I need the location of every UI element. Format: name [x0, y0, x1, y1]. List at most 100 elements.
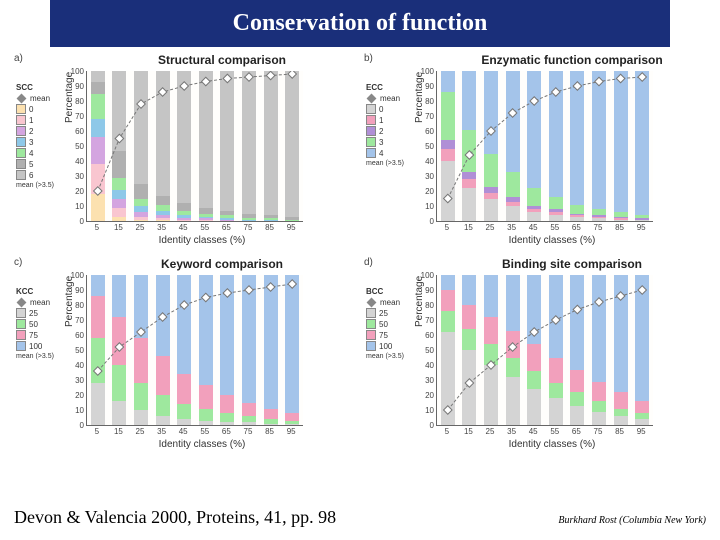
bar-segment	[156, 275, 170, 356]
stacked-bar	[264, 71, 278, 221]
y-tick: 0	[418, 421, 434, 436]
legend-row: mean	[16, 298, 66, 307]
y-tick: 90	[68, 82, 84, 97]
x-tick: 55	[544, 223, 566, 232]
legend-label: 75	[29, 331, 38, 340]
y-tick: 90	[418, 82, 434, 97]
bar-slot	[588, 71, 610, 221]
y-tick: 20	[418, 391, 434, 406]
bar-slot	[545, 275, 567, 425]
bar-segment	[112, 275, 126, 317]
bar-segment	[285, 424, 299, 426]
bar-slot	[480, 71, 502, 221]
legend: BCCmean255075100mean (>3.5)	[366, 287, 416, 360]
bar-segment	[635, 220, 649, 222]
bar-segment	[462, 179, 476, 188]
bar-segment	[484, 275, 498, 317]
bar-segment	[220, 413, 234, 422]
bar-segment	[592, 275, 606, 382]
legend-label: 4	[29, 149, 33, 158]
bar-segment	[549, 398, 563, 425]
stacked-bar	[506, 275, 520, 425]
y-ticks: 1009080706050403020100	[418, 271, 434, 425]
bars-container	[437, 71, 653, 221]
legend-label: 100	[29, 342, 42, 351]
x-ticks: 5152535455565758595	[436, 223, 652, 232]
swatch-icon	[16, 330, 26, 340]
legend-row: 2	[16, 126, 66, 136]
swatch-icon	[16, 170, 26, 180]
stacked-bar	[177, 275, 191, 425]
bar-slot	[459, 275, 481, 425]
y-tick: 40	[418, 361, 434, 376]
bar-slot	[610, 275, 632, 425]
legend: SCCmean0123456mean (>3.5)	[16, 83, 66, 189]
y-tick: 90	[68, 286, 84, 301]
chart-area	[436, 275, 653, 426]
legend-label: 2	[379, 127, 383, 136]
x-tick: 5	[86, 223, 108, 232]
bar-segment	[592, 412, 606, 426]
bar-segment	[242, 403, 256, 417]
x-ticks: 5152535455565758595	[86, 223, 302, 232]
swatch-icon	[16, 104, 26, 114]
legend-title: BCC	[366, 287, 416, 296]
x-tick: 5	[436, 427, 458, 436]
panel-title: Binding site comparison	[472, 257, 672, 271]
stacked-bar	[441, 275, 455, 425]
bar-segment	[614, 220, 628, 222]
y-tick: 50	[418, 346, 434, 361]
swatch-icon	[366, 308, 376, 318]
bar-segment	[91, 71, 105, 82]
y-tick: 100	[418, 67, 434, 82]
bar-segment	[570, 71, 584, 205]
legend-row: 6	[16, 170, 66, 180]
bar-slot	[567, 71, 589, 221]
legend: ECCmean01234mean (>3.5)	[366, 83, 416, 167]
bar-segment	[112, 217, 126, 222]
bar-slot	[130, 275, 152, 425]
bar-slot	[109, 71, 131, 221]
swatch-icon	[16, 341, 26, 351]
stacked-bar	[462, 71, 476, 221]
x-tick: 85	[609, 223, 631, 232]
y-tick: 80	[418, 301, 434, 316]
y-tick: 60	[418, 331, 434, 346]
legend-row: 50	[16, 319, 66, 329]
bar-segment	[506, 275, 520, 331]
bar-segment	[220, 422, 234, 425]
x-tick: 15	[458, 427, 480, 436]
bar-slot	[260, 71, 282, 221]
bar-segment	[112, 178, 126, 190]
legend-row: mean	[366, 298, 416, 307]
bar-segment	[635, 401, 649, 413]
legend-desc: mean (>3.5)	[16, 353, 66, 360]
x-tick: 65	[566, 427, 588, 436]
swatch-icon	[366, 115, 376, 125]
stacked-bar	[549, 71, 563, 221]
bar-segment	[91, 383, 105, 425]
y-tick: 40	[418, 157, 434, 172]
bar-segment	[285, 413, 299, 421]
bar-slot	[281, 275, 303, 425]
bar-segment	[462, 350, 476, 425]
stacked-bar	[441, 71, 455, 221]
x-axis-label: Identity classes (%)	[122, 439, 282, 450]
legend-label: 25	[379, 309, 388, 318]
swatch-icon	[16, 126, 26, 136]
bar-segment	[592, 401, 606, 412]
swatch-icon	[16, 148, 26, 158]
x-tick: 45	[172, 223, 194, 232]
y-tick: 70	[418, 112, 434, 127]
bar-segment	[199, 275, 213, 385]
y-tick: 30	[68, 172, 84, 187]
y-tick: 0	[68, 217, 84, 232]
bar-segment	[242, 71, 256, 214]
bar-segment	[134, 184, 148, 199]
legend-row: 4	[366, 148, 416, 158]
bar-segment	[156, 395, 170, 416]
bar-segment	[635, 275, 649, 401]
x-ticks: 5152535455565758595	[436, 427, 652, 436]
panel-c: c)Keyword comparisonKCCmean255075100mean…	[12, 257, 352, 457]
bar-segment	[549, 197, 563, 209]
